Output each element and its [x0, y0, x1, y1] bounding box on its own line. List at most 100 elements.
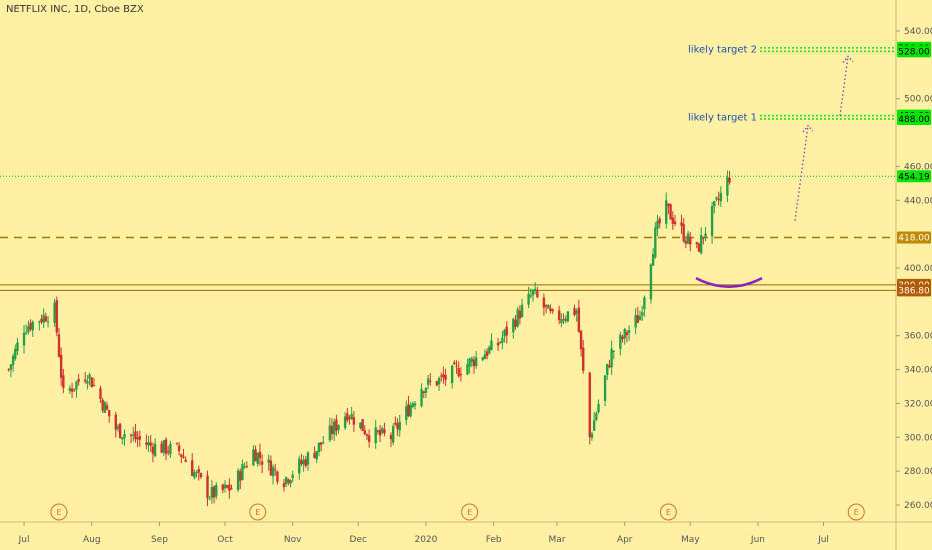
- y-tick-label: 540.00: [904, 27, 932, 37]
- candle-body: [542, 297, 546, 308]
- candle-body: [88, 374, 91, 379]
- candle-body: [68, 388, 72, 391]
- earnings-marker-label: E: [255, 508, 260, 517]
- target-label: likely target 1: [688, 112, 757, 123]
- candle-body: [481, 357, 484, 360]
- candle-body: [134, 431, 137, 440]
- earnings-marker[interactable]: [847, 503, 865, 521]
- candle-body: [31, 321, 34, 331]
- y-tick-label: 320.00: [904, 399, 932, 409]
- price-badge-label: 386.80: [898, 286, 930, 296]
- earnings-marker-label: E: [467, 508, 472, 517]
- y-tick-label: 500.00: [904, 95, 932, 105]
- x-tick-label: Apr: [617, 535, 633, 545]
- earnings-marker[interactable]: [461, 503, 479, 521]
- candle-body: [442, 374, 445, 378]
- y-tick-label: 400.00: [904, 264, 932, 274]
- candle-body: [343, 416, 347, 428]
- candle-body: [291, 474, 294, 478]
- x-tick-label: Mar: [549, 535, 566, 545]
- candle-body: [562, 319, 565, 321]
- candle-body: [29, 322, 32, 330]
- earnings-marker-label: E: [56, 508, 61, 517]
- candle-body: [11, 355, 15, 366]
- candle-body: [697, 243, 701, 252]
- candle-body: [182, 456, 185, 458]
- candle-body: [499, 342, 502, 344]
- candle-body: [472, 359, 476, 367]
- candle-body: [276, 471, 279, 482]
- candle-body: [27, 326, 30, 333]
- target-label: likely target 2: [688, 45, 757, 56]
- x-tick-label: Jul: [18, 535, 30, 545]
- candle-body: [457, 368, 460, 377]
- candle-body: [560, 319, 563, 324]
- candle-body: [686, 233, 690, 244]
- candle-body: [208, 498, 211, 500]
- candle-body: [450, 365, 454, 384]
- candle-body: [680, 222, 683, 226]
- candle-body: [702, 237, 705, 239]
- candle-body: [704, 233, 707, 237]
- candle-body: [333, 421, 336, 435]
- earnings-marker[interactable]: [659, 503, 677, 521]
- candle-body: [651, 254, 655, 266]
- candle-body: [319, 442, 323, 445]
- candle-body: [658, 218, 661, 224]
- candle-body: [9, 364, 13, 370]
- candle-body: [7, 369, 10, 371]
- y-tick-label: 300.00: [904, 433, 932, 443]
- candle-body: [378, 430, 382, 436]
- x-tick-label: Feb: [486, 535, 502, 545]
- candle-body: [245, 466, 249, 468]
- candle-body: [132, 434, 135, 436]
- candle-body: [287, 479, 290, 483]
- candle-body: [92, 384, 96, 386]
- y-tick-label: 460.00: [904, 162, 932, 172]
- candle-body: [284, 477, 288, 485]
- candle-body: [116, 426, 120, 429]
- candle-body: [335, 419, 338, 431]
- earnings-marker[interactable]: [50, 503, 68, 521]
- candle-body: [582, 347, 585, 371]
- x-tick-label: 2020: [414, 535, 437, 545]
- candle-body: [665, 200, 668, 224]
- candle-body: [627, 330, 631, 333]
- candle-body: [654, 227, 657, 258]
- candle-body: [579, 330, 583, 350]
- candle-body: [153, 443, 157, 457]
- y-tick-label: 280.00: [904, 467, 932, 477]
- chart-title: NETFLIX INC, 1D, Cboe BZX: [6, 4, 144, 15]
- price-badge: [897, 170, 931, 183]
- candle-body: [590, 433, 594, 438]
- candle-body: [453, 362, 456, 365]
- candle-body: [669, 204, 672, 220]
- earnings-marker[interactable]: [249, 503, 267, 521]
- candle-body: [330, 426, 334, 434]
- candle-body: [376, 430, 380, 432]
- candle-body: [75, 381, 78, 390]
- candle-body: [529, 295, 532, 297]
- candle-body: [271, 467, 275, 477]
- candle-body: [348, 417, 351, 419]
- candle-body: [223, 484, 227, 489]
- candle-body: [289, 480, 292, 484]
- candle-body: [38, 321, 41, 323]
- candle-body: [726, 177, 729, 196]
- candle-body: [592, 420, 596, 431]
- candle-body: [549, 308, 552, 312]
- candle-body: [101, 399, 104, 411]
- candle-body: [367, 435, 371, 442]
- candle-body: [466, 364, 469, 375]
- candle-body: [180, 454, 183, 457]
- candle-body: [212, 486, 216, 498]
- candle-body: [374, 427, 377, 444]
- projection-arrow-line: [794, 125, 809, 221]
- candle-body: [501, 337, 504, 343]
- candle-body: [136, 437, 139, 440]
- candle-body: [544, 304, 548, 307]
- candle-body: [381, 428, 384, 433]
- candle-body: [40, 318, 43, 323]
- candle-body: [455, 365, 458, 367]
